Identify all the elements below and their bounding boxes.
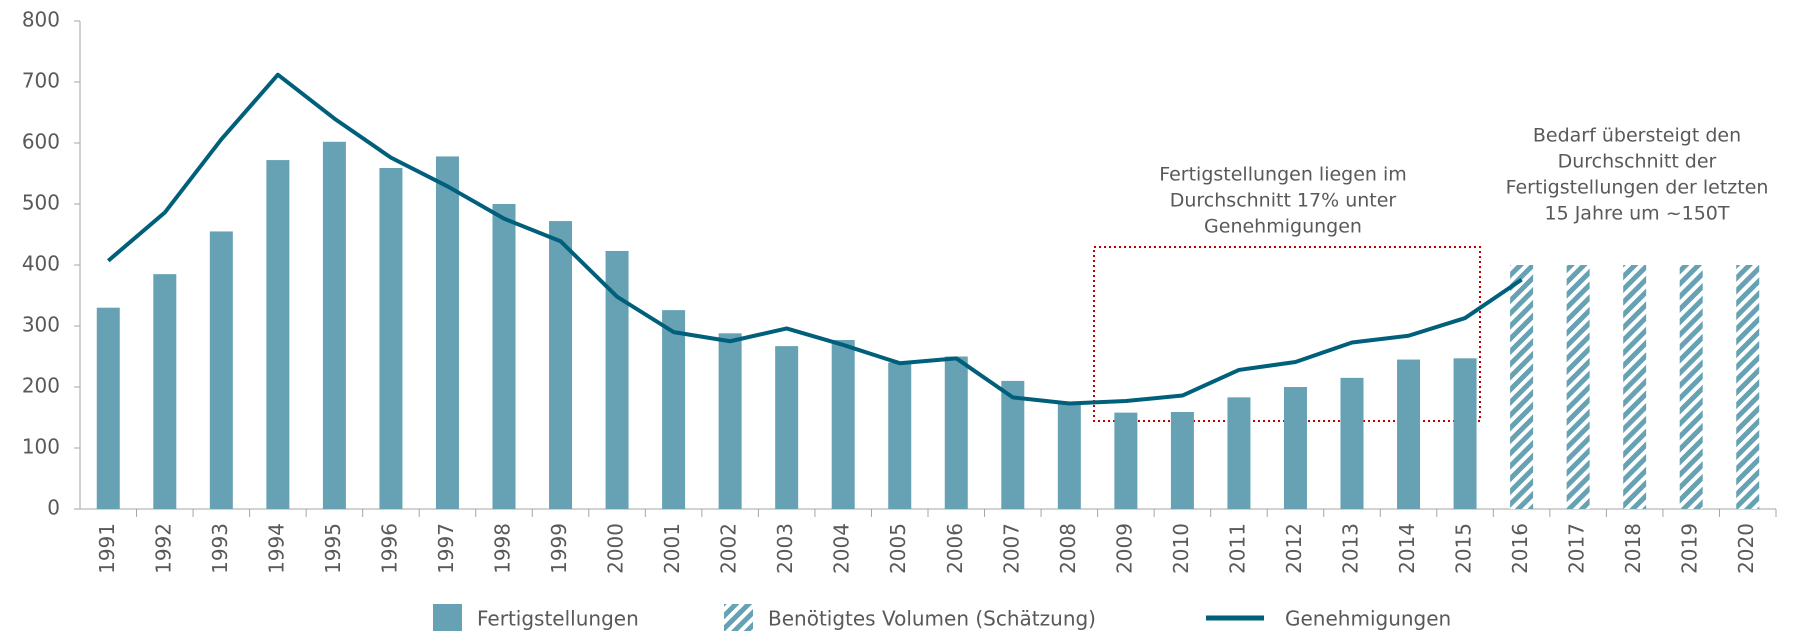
bar	[1057, 402, 1081, 509]
x-tick-label: 2010	[1169, 523, 1193, 574]
hatched-bar	[1736, 265, 1760, 509]
bar	[322, 141, 346, 509]
bar	[266, 160, 290, 509]
x-tick-label: 1998	[491, 523, 515, 574]
x-tick-label: 2009	[1112, 523, 1136, 574]
x-tick-label: 2013	[1339, 523, 1363, 574]
hatched-bar	[1623, 265, 1647, 509]
annotation: Durchschnitt der	[1558, 151, 1717, 173]
x-tick-label: 1996	[377, 523, 401, 574]
annotation: Fertigstellungen liegen im	[1159, 164, 1407, 186]
x-tick-label: 1999	[547, 523, 571, 574]
bar	[492, 204, 516, 509]
legend-label: Genehmigungen	[1285, 607, 1451, 631]
x-tick-label: 2004	[830, 523, 854, 574]
x-tick-label: 2003	[773, 523, 797, 574]
bar	[96, 307, 120, 509]
bar	[831, 340, 855, 509]
bar	[1397, 359, 1421, 509]
x-tick-label: 1994	[264, 523, 288, 574]
x-tick-label: 2019	[1678, 523, 1702, 574]
y-tick-label: 200	[22, 374, 60, 398]
x-tick-label: 2014	[1395, 523, 1419, 574]
hatched-bar	[1566, 265, 1590, 509]
bar	[1453, 358, 1477, 509]
x-tick-label: 1997	[434, 523, 458, 574]
line-series	[106, 72, 1523, 406]
x-tick-label: 2020	[1734, 523, 1758, 574]
y-tick-label: 500	[22, 191, 60, 215]
bar	[209, 231, 233, 509]
x-tick-label: 2018	[1621, 523, 1645, 574]
bar	[1283, 387, 1307, 509]
y-tick-label: 300	[22, 313, 60, 337]
y-tick-label: 0	[47, 496, 60, 520]
bar	[888, 362, 912, 509]
x-tick-label: 1992	[151, 523, 175, 574]
x-tick-label: 2001	[660, 523, 684, 574]
bar	[775, 346, 799, 509]
bar	[1170, 412, 1194, 509]
annotation: Fertigstellungen der letzten	[1506, 177, 1769, 199]
x-tick-label: 2006	[943, 523, 967, 574]
x-tick-label: 2007	[999, 523, 1023, 574]
annotation: 15 Jahre um ~150T	[1544, 203, 1729, 225]
bar	[662, 310, 686, 509]
legend-label: Benötigtes Volumen (Schätzung)	[768, 607, 1096, 631]
annotation: Bedarf übersteigt den	[1533, 125, 1741, 147]
legend-label: Fertigstellungen	[477, 607, 639, 631]
x-tick-label: 1995	[321, 523, 345, 574]
x-tick-label: 2000	[604, 523, 628, 574]
bar	[379, 168, 403, 509]
x-tick-label: 2012	[1282, 523, 1306, 574]
x-tick-label: 2005	[886, 523, 910, 574]
y-tick-label: 700	[22, 69, 60, 93]
bar	[1340, 377, 1364, 509]
legend-swatch	[433, 604, 462, 631]
bar	[153, 274, 177, 509]
bar	[549, 221, 573, 509]
x-tick-label: 1991	[95, 523, 119, 574]
x-tick-label: 2008	[1056, 523, 1080, 574]
bar	[718, 333, 742, 509]
x-tick-label: 2016	[1508, 523, 1532, 574]
y-tick-label: 100	[22, 435, 60, 459]
hatched-bar	[1679, 265, 1703, 509]
bar	[1114, 412, 1138, 509]
bar	[435, 156, 459, 510]
bar	[1001, 380, 1025, 509]
x-tick-label: 2015	[1452, 523, 1476, 574]
x-tick-label: 2011	[1225, 523, 1249, 574]
bar	[1227, 397, 1251, 509]
x-tick-label: 2002	[717, 523, 741, 574]
y-tick-label: 400	[22, 252, 60, 276]
bar	[944, 356, 968, 509]
x-tick-label: 2017	[1565, 523, 1589, 574]
x-tick-label: 1993	[208, 523, 232, 574]
hatched-bar	[1510, 265, 1534, 509]
bar	[605, 250, 629, 509]
annotation: Durchschnitt 17% unter	[1170, 190, 1397, 212]
annotation: Genehmigungen	[1204, 216, 1362, 238]
legend-swatch	[724, 604, 753, 631]
y-tick-label: 800	[22, 8, 60, 32]
y-tick-label: 600	[22, 130, 60, 154]
